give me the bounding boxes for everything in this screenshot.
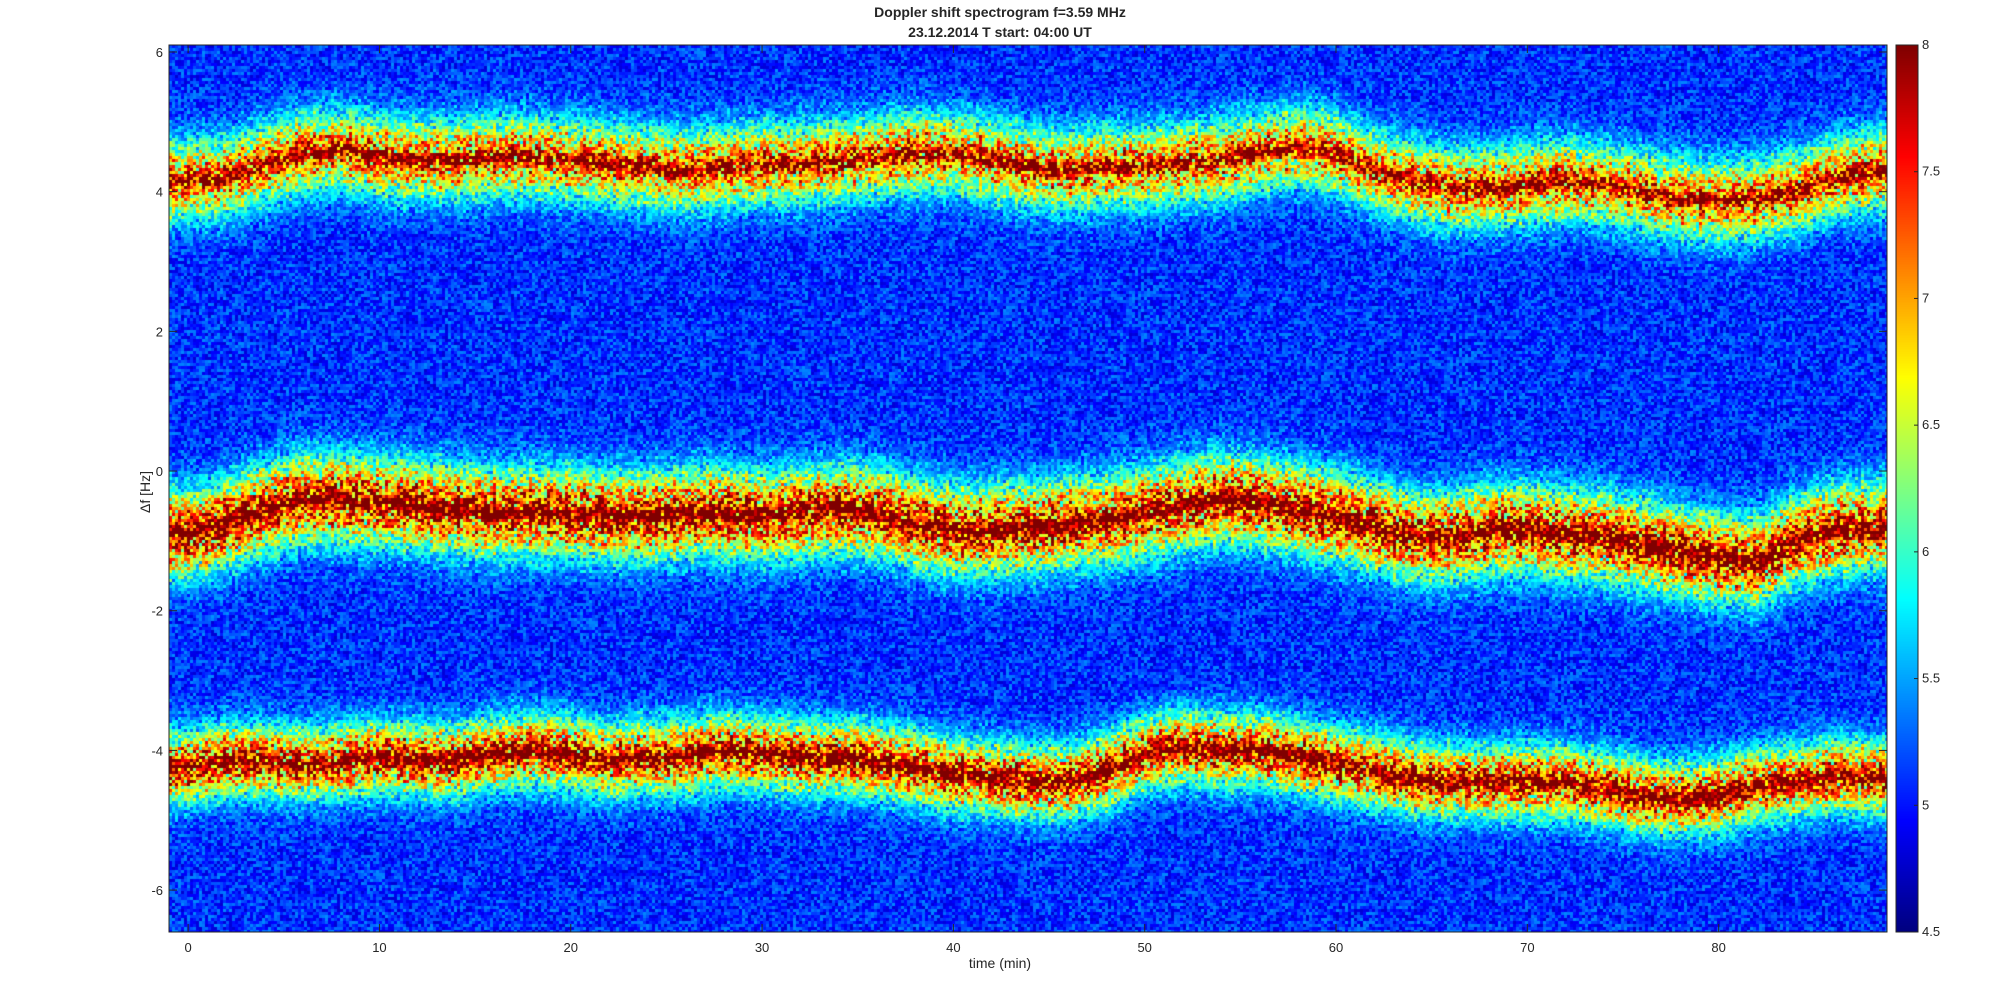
x-axis-ticks: 0 10 20 30 40 50 60 70 80 bbox=[185, 45, 1726, 955]
y-tick-label: 2 bbox=[156, 324, 163, 339]
colorbar-tick-label: 7 bbox=[1922, 290, 1929, 305]
x-tick-label: 10 bbox=[372, 940, 386, 955]
x-tick-label: 0 bbox=[185, 940, 192, 955]
y-tick-label: 0 bbox=[156, 464, 163, 479]
y-tick-label: -4 bbox=[151, 743, 163, 758]
x-tick-label: 60 bbox=[1329, 940, 1343, 955]
colorbar-tick-label: 5 bbox=[1922, 797, 1929, 812]
colorbar-ticks: 8 7.5 7 6.5 6 5.5 5 4.5 bbox=[1914, 37, 1940, 939]
x-tick-label: 50 bbox=[1137, 940, 1151, 955]
colorbar-tick-label: 6.5 bbox=[1922, 417, 1940, 432]
x-tick-label: 40 bbox=[946, 940, 960, 955]
x-tick-label: 70 bbox=[1520, 940, 1534, 955]
x-tick-label: 80 bbox=[1711, 940, 1725, 955]
x-axis-label: time (min) bbox=[968, 955, 1032, 971]
colorbar-tick-label: 6 bbox=[1922, 544, 1929, 559]
colorbar-tick-label: 8 bbox=[1922, 37, 1929, 52]
colorbar-tick-label: 5.5 bbox=[1922, 671, 1940, 686]
chart-title: Doppler shift spectrogram f=3.59 MHz bbox=[874, 4, 1126, 20]
plot-area-frame bbox=[168, 44, 1888, 933]
y-tick-label: -6 bbox=[151, 883, 163, 898]
y-tick-label: 6 bbox=[156, 45, 163, 60]
chart-subtitle: 23.12.2014 T start: 04:00 UT bbox=[908, 24, 1092, 40]
x-tick-label: 20 bbox=[564, 940, 578, 955]
x-tick-label: 30 bbox=[755, 940, 769, 955]
colorbar-tick-label: 7.5 bbox=[1922, 164, 1940, 179]
y-axis-label: Δf [Hz] bbox=[137, 470, 154, 514]
colorbar-frame bbox=[1895, 44, 1919, 933]
y-tick-label: 4 bbox=[156, 185, 163, 200]
y-tick-label: -2 bbox=[151, 604, 163, 619]
colorbar-gradient bbox=[1896, 45, 1918, 932]
y-axis-ticks: 6 4 2 0 -2 -4 -6 bbox=[151, 45, 1887, 898]
spectrogram-image bbox=[169, 45, 1887, 932]
colorbar-tick-label: 4.5 bbox=[1922, 924, 1940, 939]
